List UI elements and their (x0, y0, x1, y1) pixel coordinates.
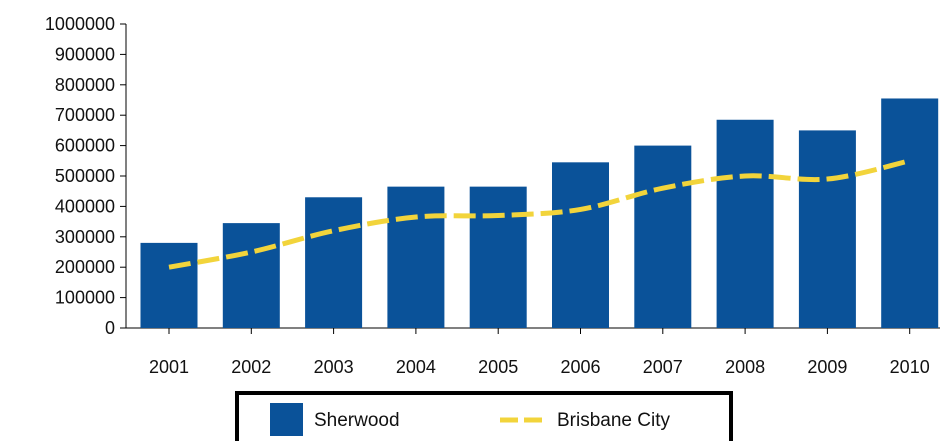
sherwood-bar (305, 197, 363, 328)
y-tick-label: 800000 (55, 75, 115, 95)
x-tick-label: 2009 (807, 357, 847, 377)
x-tick-label: 2006 (560, 357, 600, 377)
x-tick-label: 2008 (725, 357, 765, 377)
y-tick-label: 700000 (55, 105, 115, 125)
y-tick-label: 0 (105, 318, 115, 338)
sherwood-bar (634, 145, 692, 328)
y-tick-label: 300000 (55, 227, 115, 247)
y-tick-label: 500000 (55, 166, 115, 186)
sherwood-bar (798, 130, 856, 328)
y-axis: 0 100000 200000 300000 400000 500000 600000 700… (45, 14, 127, 338)
sherwood-bar (222, 223, 280, 328)
y-tick-label: 1000000 (45, 14, 115, 34)
x-tick-label: 2005 (478, 357, 518, 377)
x-tick-label: 2001 (149, 357, 189, 377)
sherwood-bars (140, 98, 939, 328)
brisbane-city-line (168, 158, 911, 270)
sherwood-bar (469, 186, 527, 328)
legend-swatch-sherwood (270, 403, 303, 436)
legend-label-sherwood: Sherwood (314, 410, 400, 431)
sherwood-bar (387, 186, 445, 328)
legend-label-brisbane-city: Brisbane City (557, 410, 670, 431)
sherwood-bar (881, 98, 939, 328)
x-tick-label: 2003 (314, 357, 354, 377)
x-axis: 2001 2002 2003 2004 2005 2006 2007 2008 2009 2010 (126, 327, 940, 377)
sherwood-bar (716, 119, 774, 328)
legend: Sherwood Brisbane City (235, 391, 733, 441)
x-tick-label: 2007 (643, 357, 683, 377)
y-tick-label: 100000 (55, 288, 115, 308)
x-tick-label: 2002 (231, 357, 271, 377)
y-tick-label: 600000 (55, 136, 115, 156)
y-tick-label: 400000 (55, 196, 115, 216)
y-tick-label: 900000 (55, 44, 115, 64)
sherwood-bar (552, 162, 609, 328)
x-tick-label: 2004 (396, 357, 436, 377)
x-tick-label: 2010 (890, 357, 930, 377)
brisbane-city-line-path (168, 158, 911, 270)
sherwood-bar (140, 242, 198, 328)
y-tick-label: 200000 (55, 257, 115, 277)
legend-frame (235, 391, 733, 441)
